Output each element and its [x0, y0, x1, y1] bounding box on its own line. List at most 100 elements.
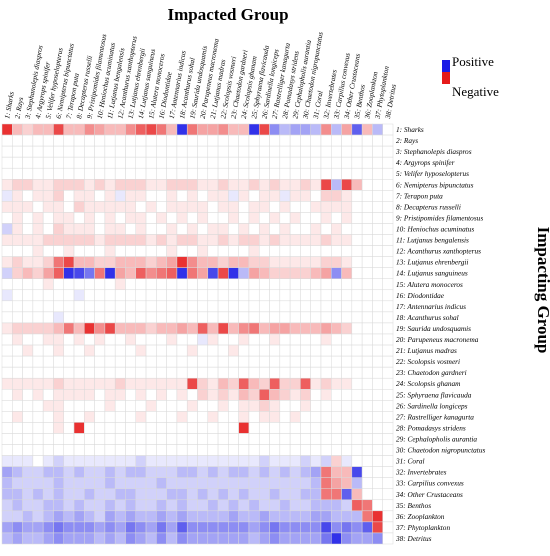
heatmap-cell — [53, 300, 64, 313]
heatmap-cell — [94, 488, 106, 501]
heatmap-cell — [94, 134, 106, 147]
heatmap-cell — [341, 488, 353, 501]
heatmap-cell — [269, 521, 281, 534]
heatmap-cell — [279, 499, 291, 512]
heatmap-cell — [248, 400, 260, 412]
heatmap-cell — [258, 344, 270, 357]
heatmap-cell — [331, 311, 342, 324]
heatmap-cell — [125, 156, 137, 169]
heatmap-cell — [12, 400, 23, 412]
heatmap-cell — [176, 311, 188, 324]
heatmap-cell — [228, 322, 239, 335]
heatmap-cell — [145, 355, 157, 368]
heatmap-cell — [331, 488, 342, 501]
heatmap-cell — [351, 333, 363, 346]
heatmap-cell — [331, 245, 342, 257]
heatmap-cell — [53, 466, 64, 478]
heatmap-cell — [207, 444, 219, 456]
heatmap-cell — [186, 355, 198, 368]
heatmap-cell — [382, 333, 394, 346]
heatmap-cell — [125, 510, 137, 523]
heatmap-cell — [248, 212, 260, 224]
heatmap-cell — [84, 156, 95, 169]
heatmap-cell — [269, 389, 281, 401]
heatmap-cell — [269, 466, 281, 478]
heatmap-cell — [207, 333, 219, 346]
heatmap-cell — [1, 333, 13, 346]
heatmap-cell — [217, 278, 229, 291]
heatmap-cell — [217, 466, 229, 478]
heatmap-cell — [32, 167, 44, 180]
heatmap-cell — [289, 477, 301, 489]
heatmap-cell — [135, 466, 147, 478]
heatmap-cell — [176, 289, 188, 302]
heatmap-cell — [53, 134, 64, 147]
heatmap-cell — [114, 300, 126, 313]
heatmap-cell — [269, 167, 281, 180]
heatmap-cell — [300, 422, 311, 434]
heatmap-cell — [94, 190, 106, 202]
heatmap-cell — [228, 532, 239, 545]
heatmap-cell — [269, 532, 281, 545]
heatmap-cell — [156, 267, 167, 279]
heatmap-cell — [258, 179, 270, 191]
heatmap-cell — [186, 455, 198, 467]
heatmap-cell — [372, 499, 383, 512]
heatmap-cell — [114, 433, 126, 445]
heatmap-cell — [125, 245, 137, 257]
heatmap-cell — [351, 433, 363, 445]
heatmap-cell — [176, 377, 188, 390]
heatmap-cell — [217, 422, 229, 434]
heatmap-cell — [114, 532, 126, 545]
heatmap-cell — [289, 466, 301, 478]
heatmap-cell — [104, 311, 116, 324]
heatmap-cell — [382, 223, 394, 235]
heatmap-cell — [341, 234, 353, 246]
heatmap-cell — [341, 311, 353, 324]
heatmap-cell — [125, 201, 137, 213]
heatmap-cell — [269, 355, 281, 368]
heatmap-cell — [22, 156, 34, 169]
heatmap-cell — [22, 333, 34, 346]
heatmap-cell — [258, 422, 270, 434]
heatmap-cell — [361, 521, 373, 534]
heatmap-cell — [258, 234, 270, 246]
heatmap-cell — [156, 400, 167, 412]
heatmap-cell — [351, 134, 363, 147]
heatmap-cell — [248, 477, 260, 489]
heatmap-cell — [166, 322, 178, 335]
heatmap-cell — [135, 234, 147, 246]
heatmap-cell — [22, 322, 34, 335]
heatmap-cell — [156, 145, 167, 158]
heatmap-cell — [114, 455, 126, 467]
heatmap-cell — [331, 400, 342, 412]
heatmap-cell — [156, 179, 167, 191]
heatmap-cell — [63, 289, 75, 302]
heatmap-cell — [310, 422, 322, 434]
heatmap-cell — [42, 289, 54, 302]
heatmap-cell — [73, 422, 85, 434]
heatmap-cell — [114, 201, 126, 213]
heatmap-cell — [320, 422, 332, 434]
heatmap-cell — [238, 145, 250, 158]
heatmap-cell — [135, 212, 147, 224]
heatmap-cell — [114, 267, 126, 279]
heatmap-cell — [114, 212, 126, 224]
heatmap-cell — [310, 156, 322, 169]
heatmap-cell — [166, 212, 178, 224]
heatmap-cell — [310, 267, 322, 279]
heatmap-cell — [207, 245, 219, 257]
heatmap-cell — [176, 123, 188, 136]
heatmap-cell — [145, 167, 157, 180]
heatmap-cell — [207, 355, 219, 368]
heatmap-cell — [1, 212, 13, 224]
heatmap-cell — [207, 466, 219, 478]
heatmap-cell — [186, 344, 198, 357]
heatmap-cell — [53, 234, 64, 246]
heatmap-cell — [145, 499, 157, 512]
y-tick-label: 3: Stephanolepis diaspros — [395, 147, 472, 156]
heatmap-cell — [269, 344, 281, 357]
heatmap-cell — [361, 190, 373, 202]
heatmap-cell — [351, 499, 363, 512]
heatmap-cell — [32, 499, 44, 512]
